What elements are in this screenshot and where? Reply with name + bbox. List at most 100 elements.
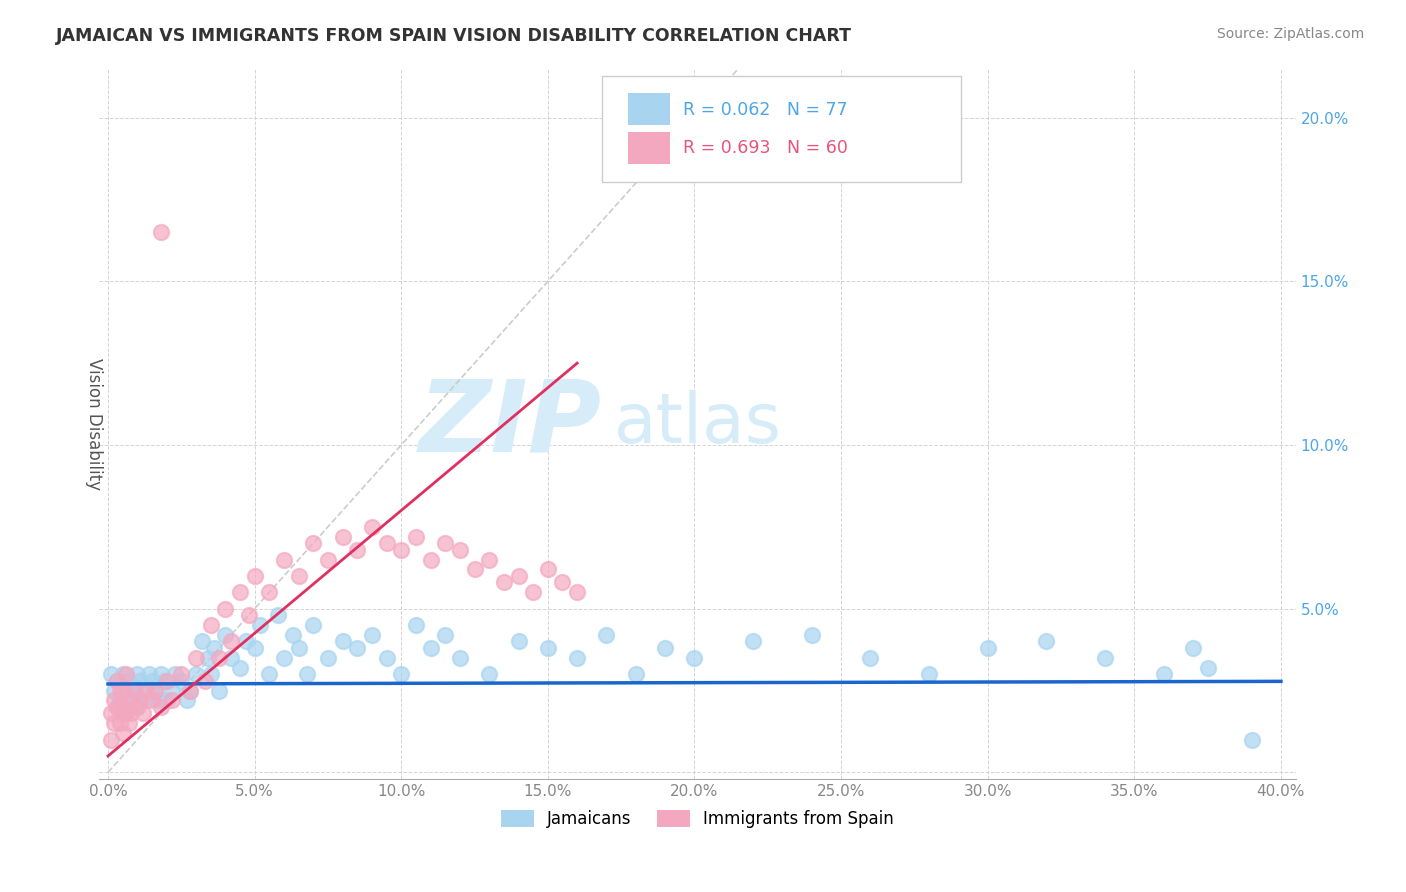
Point	[197, 650, 219, 665]
Point	[243, 640, 266, 655]
Point	[267, 608, 290, 623]
Point	[316, 552, 339, 566]
Point	[170, 667, 193, 681]
Point	[478, 667, 501, 681]
Point	[149, 699, 172, 714]
Point	[146, 693, 169, 707]
Point	[1240, 732, 1263, 747]
Point	[143, 683, 166, 698]
Point	[449, 542, 471, 557]
Point	[141, 673, 163, 688]
Point	[111, 699, 134, 714]
Point	[976, 640, 998, 655]
Point	[165, 667, 187, 681]
Point	[132, 706, 155, 721]
Point	[214, 601, 236, 615]
Point	[117, 693, 139, 707]
Point	[375, 650, 398, 665]
Point	[135, 683, 157, 698]
Point	[170, 673, 193, 688]
Point	[249, 618, 271, 632]
Point	[141, 693, 163, 707]
Point	[127, 699, 149, 714]
Point	[149, 225, 172, 239]
Point	[105, 673, 128, 688]
Point	[434, 628, 457, 642]
Point	[114, 699, 136, 714]
Point	[419, 552, 441, 566]
Point	[492, 575, 515, 590]
Point	[565, 650, 588, 665]
Text: atlas: atlas	[613, 390, 782, 458]
Point	[103, 693, 125, 707]
Point	[127, 699, 149, 714]
Point	[287, 640, 309, 655]
Point	[287, 569, 309, 583]
Point	[683, 650, 706, 665]
Point	[108, 693, 131, 707]
Point	[135, 693, 157, 707]
Point	[219, 650, 242, 665]
Point	[156, 673, 179, 688]
Point	[162, 683, 184, 698]
Point	[302, 536, 325, 550]
Point	[114, 667, 136, 681]
Point	[124, 683, 146, 698]
Point	[522, 585, 544, 599]
Point	[103, 716, 125, 731]
Point	[100, 706, 122, 721]
Text: R = 0.693   N = 60: R = 0.693 N = 60	[683, 139, 848, 157]
Point	[108, 716, 131, 731]
Point	[117, 716, 139, 731]
Point	[273, 650, 295, 665]
Point	[405, 530, 427, 544]
Point	[100, 667, 122, 681]
Point	[149, 667, 172, 681]
Point	[114, 706, 136, 721]
Point	[184, 667, 207, 681]
Point	[389, 667, 412, 681]
Point	[1181, 640, 1204, 655]
Point	[162, 693, 184, 707]
Point	[259, 585, 281, 599]
Y-axis label: Vision Disability: Vision Disability	[86, 358, 103, 490]
Point	[208, 650, 231, 665]
Point	[1094, 650, 1116, 665]
Point	[229, 585, 252, 599]
Point	[332, 530, 354, 544]
Point	[389, 542, 412, 557]
Text: ZIP: ZIP	[419, 376, 602, 472]
Point	[624, 667, 647, 681]
Point	[138, 667, 160, 681]
Point	[449, 650, 471, 665]
Point	[108, 683, 131, 698]
Point	[332, 634, 354, 648]
Point	[243, 569, 266, 583]
Point	[120, 693, 142, 707]
Point	[114, 683, 136, 698]
Point	[297, 667, 319, 681]
Point	[464, 562, 486, 576]
Point	[859, 650, 882, 665]
Point	[508, 634, 530, 648]
Point	[120, 706, 142, 721]
Point	[111, 683, 134, 698]
Point	[918, 667, 941, 681]
Point	[229, 660, 252, 674]
Point	[537, 562, 560, 576]
Point	[176, 693, 198, 707]
Point	[194, 673, 217, 688]
Point	[143, 683, 166, 698]
Point	[1197, 660, 1219, 674]
Point	[111, 726, 134, 740]
FancyBboxPatch shape	[602, 76, 960, 182]
Point	[214, 628, 236, 642]
Point	[132, 683, 155, 698]
Point	[508, 569, 530, 583]
Point	[111, 706, 134, 721]
Point	[375, 536, 398, 550]
Point	[281, 628, 304, 642]
Point	[238, 608, 260, 623]
Point	[202, 640, 225, 655]
Point	[478, 552, 501, 566]
